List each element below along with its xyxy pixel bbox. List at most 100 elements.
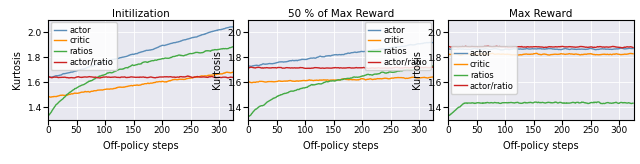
critic — [629, 53, 637, 55]
actor — [47, 76, 54, 78]
critic — [410, 76, 417, 78]
actor — [205, 31, 213, 33]
critic — [495, 53, 503, 55]
critic — [457, 54, 465, 56]
ratios — [80, 83, 88, 85]
actor/ratio — [618, 47, 626, 49]
Y-axis label: Kurtosis: Kurtosis — [212, 50, 222, 89]
actor/ratio — [495, 46, 503, 48]
actor — [410, 44, 417, 46]
critic — [67, 93, 74, 95]
actor — [606, 48, 614, 50]
actor/ratio — [229, 76, 237, 78]
critic — [606, 53, 614, 55]
actor/ratio — [280, 67, 288, 69]
actor/ratio — [244, 67, 252, 69]
actor/ratio — [66, 77, 74, 79]
actor/ratio — [96, 77, 104, 79]
actor — [406, 44, 413, 46]
actor — [444, 48, 452, 50]
Title: Max Reward: Max Reward — [509, 9, 573, 19]
ratios — [409, 69, 417, 71]
Legend: actor, critic, ratios, actor/ratio: actor, critic, ratios, actor/ratio — [51, 22, 117, 70]
Line: ratios: ratios — [448, 102, 633, 116]
ratios — [629, 102, 637, 104]
Legend: actor, critic, ratios, actor/ratio: actor, critic, ratios, actor/ratio — [451, 46, 517, 93]
actor — [248, 65, 255, 67]
Line: critic: critic — [448, 53, 633, 55]
ratios — [266, 100, 274, 102]
actor/ratio — [184, 75, 191, 77]
Y-axis label: Kurtosis: Kurtosis — [412, 50, 422, 89]
actor — [629, 48, 637, 50]
critic — [95, 89, 102, 91]
X-axis label: Off-policy steps: Off-policy steps — [503, 141, 579, 151]
critic — [81, 91, 88, 93]
ratios — [244, 116, 252, 118]
ratios — [280, 93, 288, 95]
actor — [497, 49, 505, 51]
ratios — [294, 88, 302, 90]
actor/ratio — [294, 67, 302, 69]
actor — [95, 63, 102, 65]
Line: actor: actor — [448, 48, 633, 50]
ratios — [610, 102, 618, 104]
ratios — [94, 76, 102, 78]
critic — [406, 77, 413, 79]
actor/ratio — [206, 76, 214, 78]
actor/ratio — [44, 75, 52, 77]
X-axis label: Off-policy steps: Off-policy steps — [103, 141, 179, 151]
critic — [467, 53, 474, 55]
critic — [482, 53, 490, 55]
actor — [481, 48, 489, 50]
actor/ratio — [282, 67, 289, 69]
actor/ratio — [429, 66, 436, 68]
actor — [466, 49, 474, 51]
Line: ratios: ratios — [248, 66, 433, 117]
actor/ratio — [266, 67, 274, 69]
actor/ratio — [484, 45, 492, 47]
critic — [229, 71, 237, 73]
ratios — [481, 102, 489, 104]
Title: Initilization: Initilization — [112, 9, 170, 19]
actor — [81, 68, 88, 70]
critic — [481, 53, 488, 55]
critic — [209, 74, 217, 76]
critic — [82, 91, 90, 93]
actor/ratio — [94, 77, 102, 79]
actor — [281, 61, 289, 63]
ratios — [481, 102, 488, 104]
X-axis label: Off-policy steps: Off-policy steps — [303, 141, 379, 151]
actor/ratio — [466, 46, 474, 48]
actor/ratio — [606, 46, 614, 48]
actor/ratio — [481, 46, 488, 48]
Line: actor: actor — [48, 27, 233, 77]
actor — [244, 65, 252, 67]
actor/ratio — [410, 66, 417, 68]
actor/ratio — [80, 76, 88, 78]
critic — [281, 80, 289, 82]
actor — [44, 76, 52, 78]
Line: actor/ratio: actor/ratio — [448, 46, 633, 48]
Line: actor/ratio: actor/ratio — [48, 76, 233, 78]
ratios — [466, 102, 474, 104]
actor — [481, 48, 488, 50]
ratios — [606, 102, 614, 104]
actor — [282, 61, 290, 63]
Line: critic: critic — [248, 77, 433, 83]
actor — [67, 72, 74, 73]
ratios — [429, 65, 436, 67]
actor — [429, 42, 436, 44]
Line: actor: actor — [248, 42, 433, 66]
critic — [533, 52, 541, 54]
ratios — [81, 83, 89, 85]
critic — [282, 80, 290, 82]
critic — [444, 53, 452, 55]
critic — [295, 80, 303, 82]
ratios — [209, 49, 216, 51]
Y-axis label: Kurtosis: Kurtosis — [12, 50, 22, 89]
actor/ratio — [365, 68, 372, 70]
critic — [44, 95, 52, 97]
ratios — [205, 50, 212, 52]
Line: ratios: ratios — [48, 47, 233, 116]
